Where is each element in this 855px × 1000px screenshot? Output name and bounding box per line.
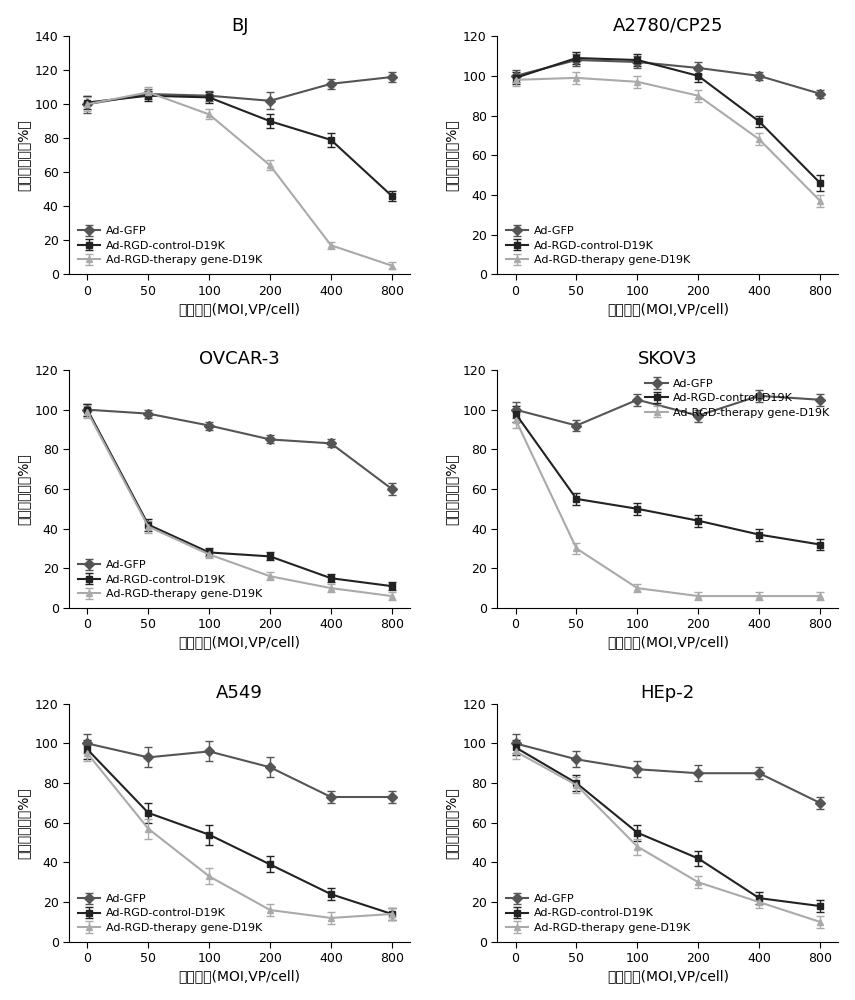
Legend: Ad-GFP, Ad-RGD-control-D19K, Ad-RGD-therapy gene-D19K: Ad-GFP, Ad-RGD-control-D19K, Ad-RGD-ther… [642, 376, 833, 421]
Y-axis label: 细胞存活率（%）: 细胞存活率（%） [445, 453, 459, 525]
Legend: Ad-GFP, Ad-RGD-control-D19K, Ad-RGD-therapy gene-D19K: Ad-GFP, Ad-RGD-control-D19K, Ad-RGD-ther… [503, 223, 693, 269]
Legend: Ad-GFP, Ad-RGD-control-D19K, Ad-RGD-therapy gene-D19K: Ad-GFP, Ad-RGD-control-D19K, Ad-RGD-ther… [503, 891, 693, 936]
X-axis label: 感染强度(MOI,VP/cell): 感染强度(MOI,VP/cell) [607, 969, 728, 983]
Title: A2780/CP25: A2780/CP25 [612, 17, 723, 35]
Title: SKOV3: SKOV3 [638, 350, 698, 368]
Y-axis label: 细胞存活率（%）: 细胞存活率（%） [16, 453, 31, 525]
Y-axis label: 细胞存活率（%）: 细胞存活率（%） [16, 787, 31, 859]
Title: BJ: BJ [231, 17, 249, 35]
Title: HEp-2: HEp-2 [640, 684, 695, 702]
Y-axis label: 细胞存活率（%）: 细胞存活率（%） [16, 119, 31, 191]
Y-axis label: 细胞存活率（%）: 细胞存活率（%） [445, 787, 459, 859]
X-axis label: 感染强度(MOI,VP/cell): 感染强度(MOI,VP/cell) [607, 636, 728, 650]
X-axis label: 感染强度(MOI,VP/cell): 感染强度(MOI,VP/cell) [179, 969, 301, 983]
Title: OVCAR-3: OVCAR-3 [199, 350, 280, 368]
Legend: Ad-GFP, Ad-RGD-control-D19K, Ad-RGD-therapy gene-D19K: Ad-GFP, Ad-RGD-control-D19K, Ad-RGD-ther… [74, 223, 265, 269]
Legend: Ad-GFP, Ad-RGD-control-D19K, Ad-RGD-therapy gene-D19K: Ad-GFP, Ad-RGD-control-D19K, Ad-RGD-ther… [74, 891, 265, 936]
Y-axis label: 细胞存活率（%）: 细胞存活率（%） [445, 119, 459, 191]
X-axis label: 感染强度(MOI,VP/cell): 感染强度(MOI,VP/cell) [179, 636, 301, 650]
X-axis label: 感染强度(MOI,VP/cell): 感染强度(MOI,VP/cell) [179, 302, 301, 316]
X-axis label: 感染强度(MOI,VP/cell): 感染强度(MOI,VP/cell) [607, 302, 728, 316]
Legend: Ad-GFP, Ad-RGD-control-D19K, Ad-RGD-therapy gene-D19K: Ad-GFP, Ad-RGD-control-D19K, Ad-RGD-ther… [74, 557, 265, 602]
Title: A549: A549 [216, 684, 263, 702]
